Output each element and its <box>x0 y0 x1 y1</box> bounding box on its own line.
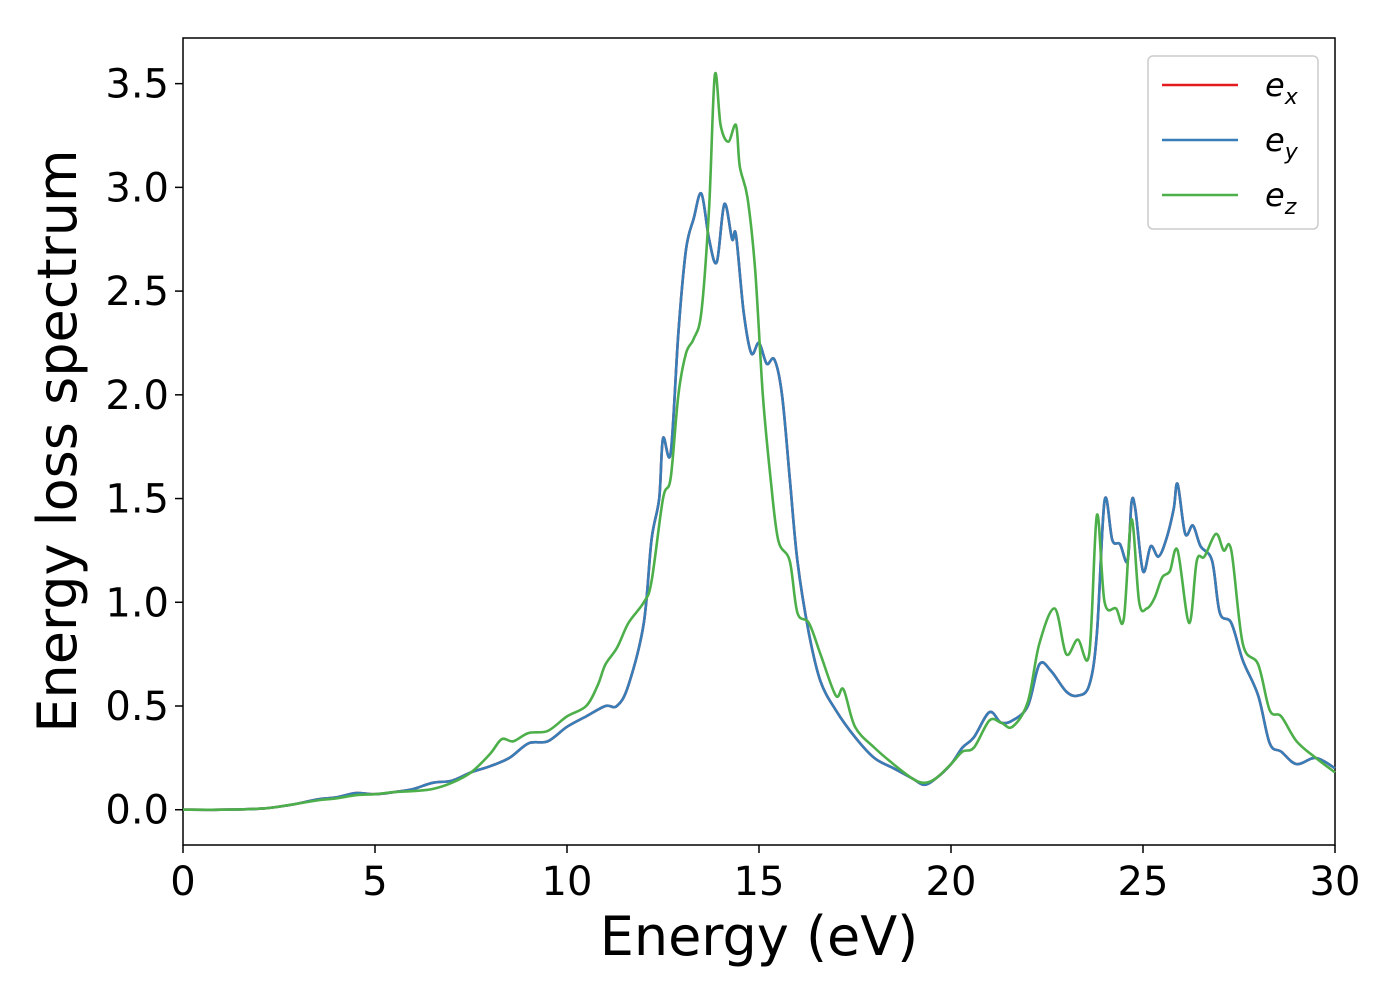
x-tick-label: 5 <box>362 859 387 905</box>
series-line-e_x <box>182 191 1336 812</box>
y-tick-label: 1.0 <box>105 580 169 626</box>
x-tick-label: 10 <box>542 859 593 905</box>
y-tick-label: 3.0 <box>105 165 169 211</box>
x-tick-label: 0 <box>170 859 195 905</box>
legend-box <box>1147 55 1319 230</box>
y-tick-label: 3.5 <box>105 62 169 108</box>
series-layer <box>182 71 1336 812</box>
y-tick-label: 2.0 <box>105 373 169 419</box>
y-tick-label: 2.5 <box>105 269 169 315</box>
y-axis-ticks: 0.0 0.5 1.0 1.5 2.0 2.5 3.0 3.5 <box>105 62 183 834</box>
series-line-e_y <box>182 191 1336 812</box>
legend-label-e_x: ex <box>1265 66 1299 110</box>
x-tick-label: 20 <box>926 859 977 905</box>
y-tick-label: 0.0 <box>105 788 169 834</box>
y-tick-label: 0.5 <box>105 684 169 730</box>
series-line-e_z <box>182 71 1336 812</box>
x-axis-label: Energy (eV) <box>600 905 919 968</box>
x-tick-label: 25 <box>1118 859 1169 905</box>
x-tick-label: 30 <box>1310 859 1361 905</box>
legend: ex ey ez <box>1147 55 1319 230</box>
x-tick-label: 15 <box>734 859 785 905</box>
y-axis-label: Energy loss spectrum <box>26 149 89 732</box>
y-tick-label: 1.5 <box>105 477 169 523</box>
legend-label-e_y: ey <box>1265 121 1299 165</box>
x-axis-ticks: 0 5 10 15 20 25 30 <box>170 845 1360 905</box>
legend-label-e_z: ez <box>1265 176 1297 220</box>
